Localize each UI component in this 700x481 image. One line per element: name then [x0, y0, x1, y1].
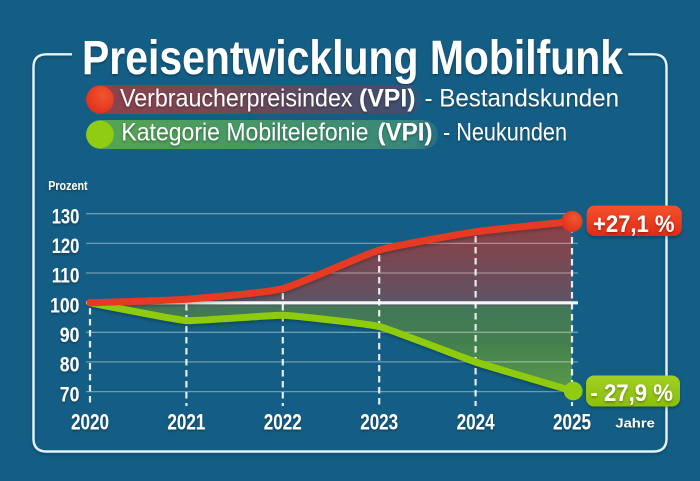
svg-text:Prozent: Prozent [48, 179, 88, 193]
svg-text:- 27,9 %: - 27,9 % [590, 380, 673, 407]
svg-text:70: 70 [60, 383, 80, 406]
svg-text:Kategorie Mobiltelefonie: Kategorie Mobiltelefonie [121, 119, 368, 147]
svg-text:(VPI): (VPI) [378, 119, 433, 147]
svg-text:Jahre: Jahre [615, 416, 654, 430]
svg-text:2022: 2022 [264, 410, 302, 435]
svg-text:2023: 2023 [360, 410, 398, 435]
svg-text:- Bestandskunden: - Bestandskunden [425, 85, 620, 113]
svg-text:100: 100 [50, 295, 79, 318]
svg-text:130: 130 [52, 205, 80, 228]
svg-text:2021: 2021 [167, 410, 205, 435]
svg-text:- Neukunden: - Neukunden [443, 119, 567, 147]
svg-text:2024: 2024 [457, 410, 496, 435]
svg-text:(VPI): (VPI) [359, 85, 416, 113]
svg-text:80: 80 [60, 354, 80, 377]
svg-text:Verbraucherpreisindex: Verbraucherpreisindex [120, 85, 353, 113]
svg-text:Preisentwicklung Mobilfunk: Preisentwicklung Mobilfunk [82, 32, 623, 85]
svg-text:2020: 2020 [71, 410, 109, 435]
svg-text:120: 120 [52, 235, 80, 258]
svg-text:90: 90 [60, 324, 80, 347]
svg-text:110: 110 [52, 265, 80, 288]
svg-text:+27,1 %: +27,1 % [593, 211, 675, 238]
svg-text:2025: 2025 [553, 410, 591, 435]
